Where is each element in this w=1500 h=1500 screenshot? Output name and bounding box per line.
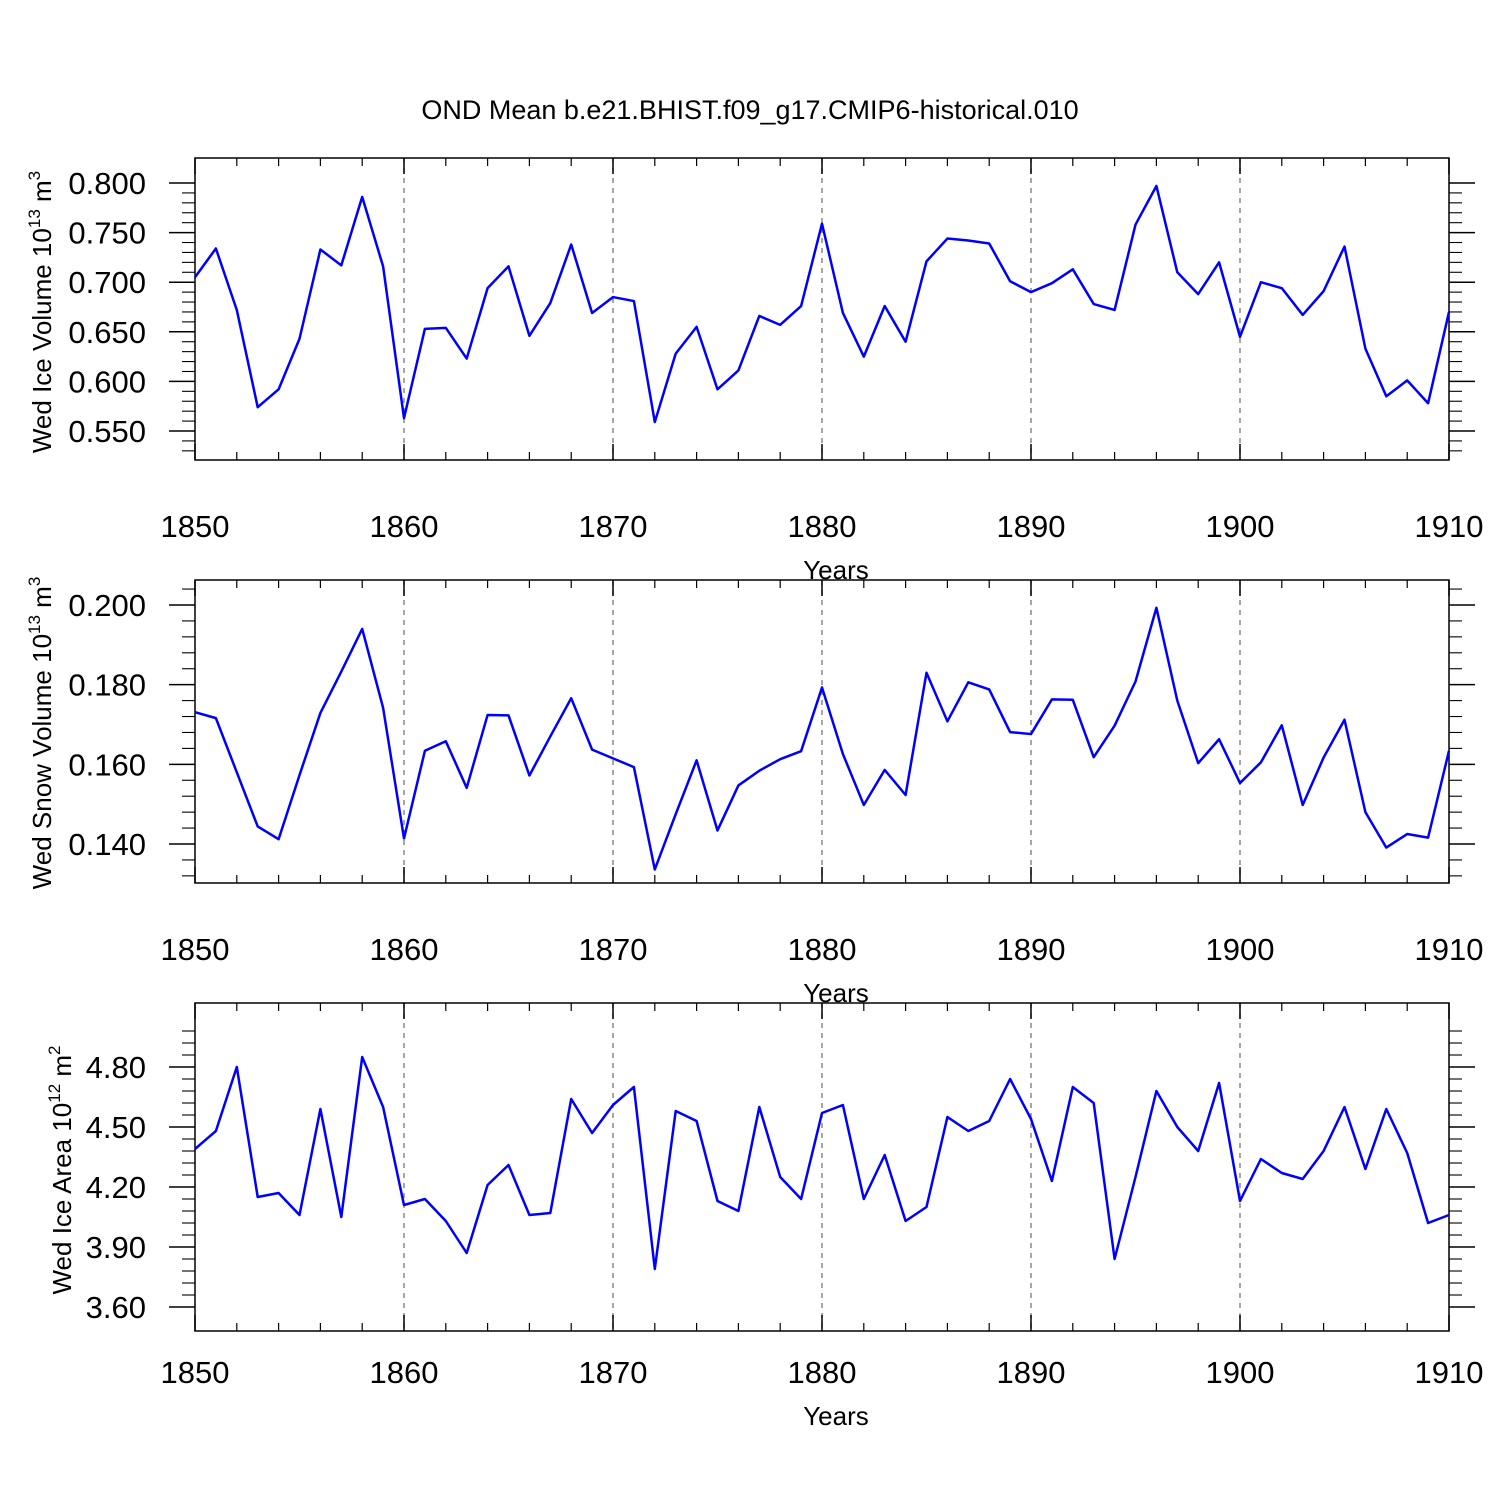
x-tick-label: 1880 (788, 1355, 857, 1390)
x-tick-label: 1870 (579, 1355, 648, 1390)
y-tick-label: 0.750 (68, 216, 146, 251)
y-axis-label-text: Wed Ice Area 10 (47, 1103, 77, 1295)
y-axis-label-unit: m (27, 586, 57, 615)
y-tick-label: 0.600 (68, 364, 146, 399)
x-tick-label: 1890 (997, 509, 1066, 544)
y-tick-label: 4.20 (86, 1170, 146, 1205)
x-tick-label: 1870 (579, 509, 648, 544)
x-tick-label: 1860 (370, 932, 439, 967)
x-tick-label: 1880 (788, 509, 857, 544)
y-axis-label: Wed Snow Volume 1013 m3 (25, 577, 57, 890)
x-tick-label: 1900 (1206, 932, 1275, 967)
x-tick-label: 1910 (1415, 1355, 1484, 1390)
plot-frame (194, 157, 1450, 461)
y-tick-label: 4.80 (86, 1050, 146, 1085)
x-tick-label: 1900 (1206, 509, 1275, 544)
series-line-1 (194, 606, 1451, 871)
x-axis-label: Years (803, 1401, 869, 1431)
y-tick-label: 0.700 (68, 265, 146, 300)
x-tick-label: 1850 (161, 932, 230, 967)
y-axis-label-unit-exponent: 3 (25, 171, 44, 180)
series-line-1 (193, 184, 1451, 424)
x-tick-label: 1910 (1415, 932, 1484, 967)
y-axis-label-text: Wed Snow Volume 10 (27, 634, 57, 889)
y-axis-label-exponent: 12 (45, 1084, 64, 1103)
y-axis-label-exponent: 13 (25, 209, 44, 228)
y-tick-label: 0.160 (68, 747, 146, 782)
plot-frame (194, 579, 1450, 884)
plot-frame (194, 1002, 1450, 1332)
y-axis-label: Wed Ice Volume 1013 m3 (25, 171, 57, 453)
y-axis-label-unit-exponent: 2 (45, 1045, 64, 1054)
y-tick-label: 0.140 (68, 827, 146, 862)
y-tick-label: 0.200 (68, 588, 146, 623)
y-tick-label: 3.60 (86, 1290, 146, 1325)
x-tick-label: 1880 (788, 932, 857, 967)
y-tick-label: 0.650 (68, 315, 146, 350)
x-tick-label: 1850 (161, 509, 230, 544)
y-axis-label-unit-exponent: 3 (25, 577, 44, 586)
x-tick-label: 1900 (1206, 1355, 1275, 1390)
panel-1: 1850 1860 1870 1880 1890 1900 1910 0.550 0.600 0.… (25, 157, 1484, 585)
figure-title: OND Mean b.e21.BHIST.f09_g17.CMIP6-histo… (421, 95, 1078, 125)
x-tick-label: 1910 (1415, 509, 1484, 544)
panels: 1850 1860 1870 1880 1890 1900 1910 0.550 0.600 0.… (25, 157, 1484, 1431)
y-axis-label: Wed Ice Area 1012 m2 (45, 1045, 77, 1294)
panel-3: 1850 1860 1870 1880 1890 1900 1910 3.60 3.90 4.20… (45, 1002, 1484, 1431)
x-tick-label: 1850 (161, 1355, 230, 1390)
y-axis-label-exponent: 13 (25, 615, 44, 634)
x-tick-label: 1860 (370, 509, 439, 544)
y-tick-label: 0.800 (68, 166, 146, 201)
series-line-1 (194, 1055, 1450, 1271)
panel-2: 1850 1860 1870 1880 1890 1900 1910 0.140 0.160 0.… (25, 577, 1483, 1008)
y-axis-label-unit: m (27, 180, 57, 209)
y-tick-label: 0.180 (68, 668, 146, 703)
y-axis-label-text: Wed Ice Volume 10 (27, 228, 57, 453)
y-tick-label: 0.550 (68, 414, 146, 449)
x-tick-label: 1890 (997, 1355, 1066, 1390)
x-tick-label: 1870 (579, 932, 648, 967)
x-tick-label: 1860 (370, 1355, 439, 1390)
y-tick-label: 3.90 (86, 1230, 146, 1265)
y-tick-label: 4.50 (86, 1110, 146, 1145)
y-axis-label-unit: m (47, 1055, 77, 1084)
x-tick-label: 1890 (997, 932, 1066, 967)
